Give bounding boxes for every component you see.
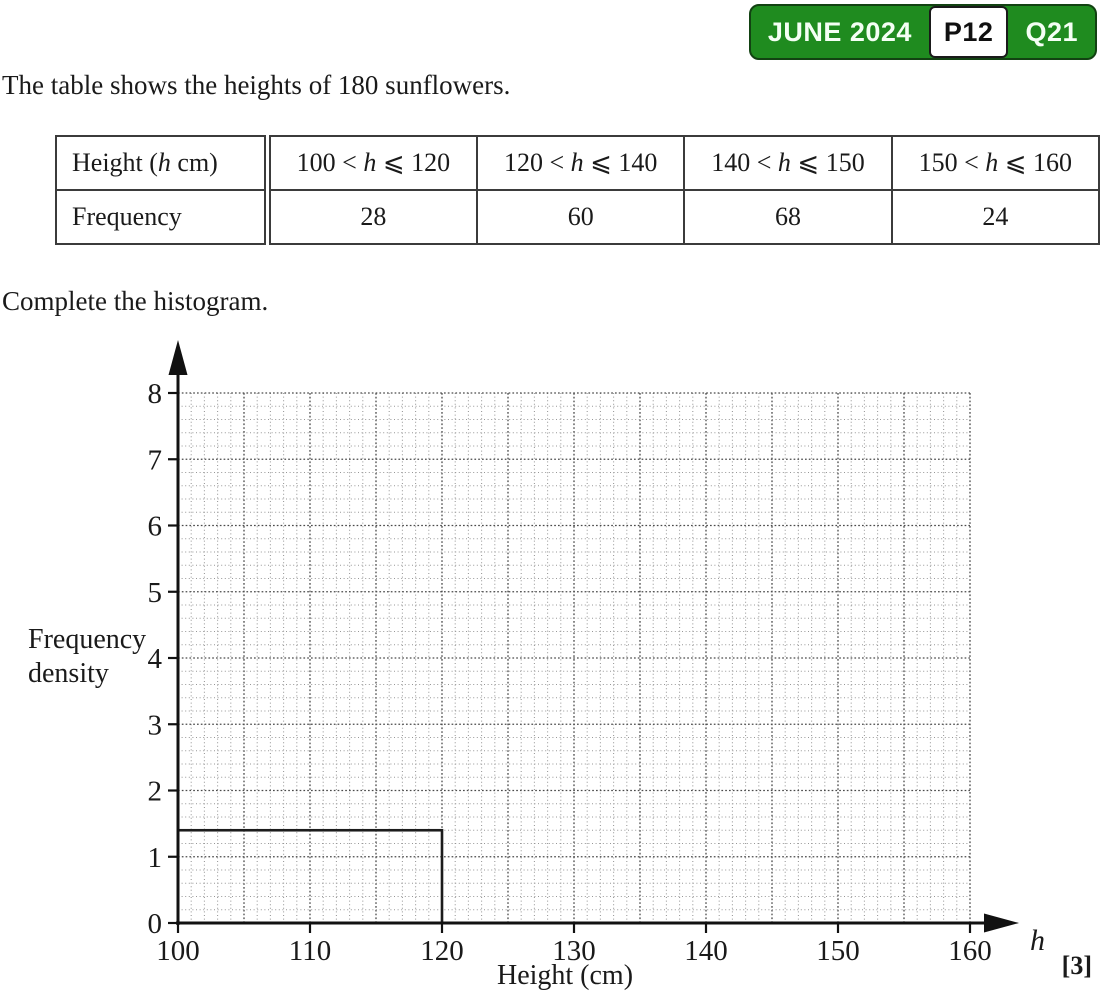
frequency-value-2: 60 <box>476 189 686 245</box>
height-label-pre: Height ( <box>72 148 158 177</box>
y-axis-title: Frequency <box>28 624 146 655</box>
height-variable: h <box>363 148 377 177</box>
instruction-text: Complete the histogram. <box>2 286 269 316</box>
x-tick-label: 150 <box>816 935 860 967</box>
x-tick-label: 130 <box>552 935 596 967</box>
badge-session: JUNE 2024 <box>767 16 912 47</box>
class-upper: 150 <box>825 148 865 177</box>
table-header-frequency: Frequency <box>54 189 271 245</box>
lt-symbol: < <box>335 148 364 177</box>
x-tick-label: 140 <box>684 935 728 967</box>
class-upper: 140 <box>618 148 658 177</box>
intro-text: The table shows the heights of 180 sunfl… <box>2 70 511 100</box>
y-tick-label: 2 <box>148 776 163 808</box>
table-header-height: Height (h cm) <box>54 135 271 191</box>
y-tick-label: 1 <box>148 842 163 874</box>
frequency-value-1: 28 <box>266 189 479 245</box>
y-tick-label: 4 <box>148 643 163 675</box>
y-tick-label: 5 <box>148 577 163 609</box>
x-tick-label: 120 <box>420 935 464 967</box>
table-row-height: Height (h cm) 100 < h ⩽ 120 120 < h ⩽ 14… <box>54 135 1100 191</box>
lt-symbol: < <box>957 148 986 177</box>
height-variable: h <box>985 148 999 177</box>
class-lower: 100 <box>296 148 336 177</box>
x-axis-variable: h <box>1030 924 1045 957</box>
height-variable: h <box>157 148 171 177</box>
leq-symbol: ⩽ <box>998 148 1034 177</box>
x-tick-label: 100 <box>156 935 200 967</box>
frequency-value-4: 24 <box>890 189 1100 245</box>
marks-label: [3] <box>1061 951 1092 980</box>
height-label-post: cm) <box>170 148 218 177</box>
y-tick-label: 6 <box>148 511 163 543</box>
class-interval-3: 140 < h ⩽ 150 <box>683 135 893 191</box>
y-tick-label: 8 <box>148 378 163 410</box>
table-row-frequency: Frequency 28 60 68 24 <box>54 189 1100 245</box>
class-lower: 140 <box>711 148 751 177</box>
leq-symbol: ⩽ <box>790 148 826 177</box>
leq-symbol: ⩽ <box>583 148 619 177</box>
y-tick-label: 3 <box>148 709 163 741</box>
x-axis-arrow <box>984 913 1019 933</box>
y-axis-title: density <box>28 658 109 689</box>
leq-symbol: ⩽ <box>376 148 412 177</box>
class-interval-2: 120 < h ⩽ 140 <box>476 135 686 191</box>
class-lower: 150 <box>918 148 958 177</box>
y-axis-arrow <box>168 340 188 375</box>
badge-question-number: Q21 <box>1025 16 1078 47</box>
frequency-value-3: 68 <box>683 189 893 245</box>
x-tick-label: 110 <box>289 935 331 967</box>
x-axis-title: Height (cm) <box>497 960 633 991</box>
frequency-table: Height (h cm) 100 < h ⩽ 120 120 < h ⩽ 14… <box>54 135 1100 245</box>
y-tick-label: 7 <box>148 444 163 476</box>
class-upper: 120 <box>411 148 451 177</box>
class-interval-4: 150 < h ⩽ 160 <box>890 135 1100 191</box>
height-variable: h <box>777 148 791 177</box>
class-interval-1: 100 < h ⩽ 120 <box>266 135 479 191</box>
paper-badge: JUNE 2024 P12 Q21 <box>748 4 1097 60</box>
class-upper: 160 <box>1033 148 1073 177</box>
lt-symbol: < <box>750 148 778 177</box>
height-variable: h <box>570 148 584 177</box>
class-lower: 120 <box>503 148 543 177</box>
lt-symbol: < <box>542 148 571 177</box>
x-tick-label: 160 <box>948 935 992 967</box>
badge-paper-number: P12 <box>928 6 1009 58</box>
y-tick-label: 0 <box>148 908 163 940</box>
